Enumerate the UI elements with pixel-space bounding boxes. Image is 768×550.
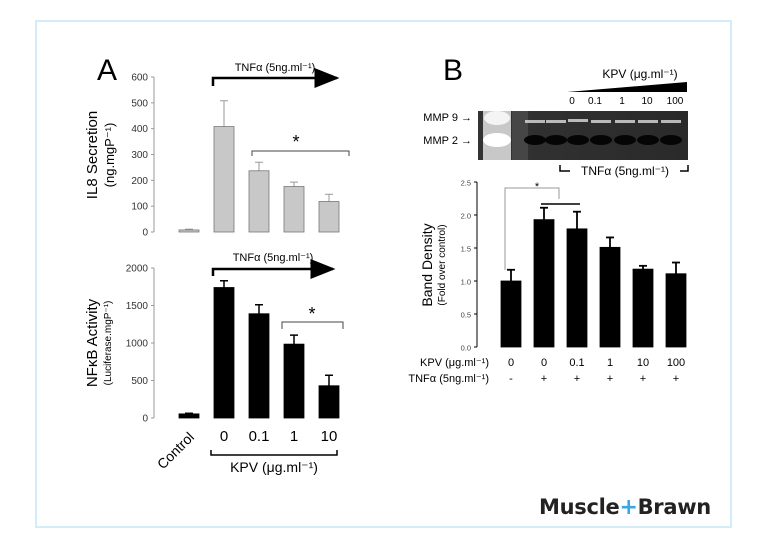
panel-label-a: A bbox=[97, 54, 117, 87]
gel-lane-label: 0.1 bbox=[588, 96, 602, 107]
y-tick-label: 0 bbox=[142, 228, 148, 239]
mmp2-label: MMP 2 → bbox=[423, 135, 472, 147]
brand-plus-icon: + bbox=[619, 495, 638, 520]
bar bbox=[500, 280, 522, 348]
bar bbox=[599, 246, 621, 348]
y-tick-label: 500 bbox=[131, 98, 148, 109]
a-top-ylabel-sub: (ng.mgP⁻¹) bbox=[102, 123, 117, 188]
gel-lane-label: 100 bbox=[667, 96, 684, 107]
bar bbox=[533, 219, 555, 348]
kpv-value: 0 bbox=[541, 357, 547, 369]
bar bbox=[248, 313, 270, 419]
kpv-value: 0.1 bbox=[569, 357, 584, 369]
bar bbox=[283, 186, 305, 233]
chart-a-top: 0 100 200 300 400 500 600 IL8 Secretion (ng.mg… bbox=[84, 62, 350, 239]
tnf-value: + bbox=[607, 373, 613, 385]
b-ylabel-sub: (Fold over control) bbox=[437, 224, 448, 305]
y-tick-label: 600 bbox=[131, 73, 148, 84]
bar bbox=[213, 126, 235, 233]
tnf-value: - bbox=[509, 373, 513, 385]
x-tick-label: 1 bbox=[290, 428, 298, 445]
gel-kpv-title: KPV (μg.ml⁻¹) bbox=[602, 67, 677, 81]
gel-lane-label: 1 bbox=[619, 96, 625, 107]
y-tick-label: 500 bbox=[131, 376, 148, 387]
bar bbox=[566, 228, 588, 348]
kpv-axis-label: KPV (μg.ml⁻¹) bbox=[230, 459, 318, 475]
bar bbox=[665, 273, 687, 348]
x-tick-label: 10 bbox=[321, 428, 338, 445]
b-star: * bbox=[535, 181, 540, 193]
a-top-ylabel: IL8 Secretion bbox=[84, 111, 101, 199]
a-top-star: * bbox=[292, 132, 299, 152]
bar bbox=[318, 385, 340, 419]
panel-label-b: B bbox=[443, 54, 463, 87]
mmp9-label: MMP 9 → bbox=[423, 112, 472, 124]
b-tnf-row-label: TNFα (5ng.ml⁻¹) bbox=[408, 373, 489, 385]
b-ylabel: Band Density bbox=[419, 223, 435, 306]
chart-b: 0.0 0.5 1.0 1.5 2.0 2.5 Band Density (Fold ov… bbox=[408, 179, 687, 385]
y-tick-label: 2.0 bbox=[461, 212, 471, 221]
chart-a-bottom: 0 500 1000 1500 2000 NFκB Activity (Lucifera… bbox=[84, 252, 344, 475]
bar bbox=[213, 287, 235, 419]
kpv-value: 1 bbox=[607, 357, 613, 369]
bar bbox=[248, 170, 270, 233]
y-tick-label: 0.5 bbox=[461, 311, 471, 320]
brand-part1: Muscle bbox=[539, 495, 620, 519]
y-tick-label: 2000 bbox=[126, 264, 149, 275]
figure-frame bbox=[35, 20, 732, 528]
bar bbox=[178, 229, 200, 233]
kpv-value: 0 bbox=[508, 357, 514, 369]
y-tick-label: 0.0 bbox=[461, 344, 471, 353]
y-tick-label: 200 bbox=[131, 176, 148, 187]
a-bottom-tnf-label: TNFα (5ng.ml⁻¹) bbox=[233, 252, 314, 264]
bar bbox=[318, 201, 340, 233]
a-top-tnf-label: TNFα (5ng.ml⁻¹) bbox=[235, 62, 316, 74]
kpv-value: 10 bbox=[637, 357, 649, 369]
tnf-value: + bbox=[640, 373, 646, 385]
gel-lane-label: 0 bbox=[569, 96, 575, 107]
gel-tnf-label: TNFα (5ng.ml⁻¹) bbox=[581, 164, 669, 178]
gel-lane-label: 10 bbox=[641, 96, 653, 107]
a-bottom-star: * bbox=[308, 304, 315, 324]
y-tick-label: 1500 bbox=[126, 301, 149, 312]
brand-part2: Brawn bbox=[637, 495, 712, 519]
y-tick-label: 400 bbox=[131, 124, 148, 135]
gel-image: KPV (μg.ml⁻¹) 0 0.1 1 10 100 MMP 9 → MMP 2 →… bbox=[423, 67, 689, 178]
x-tick-label: 0 bbox=[220, 428, 228, 445]
bar bbox=[178, 413, 200, 419]
x-tick-label: 0.1 bbox=[249, 428, 270, 445]
y-tick-label: 100 bbox=[131, 202, 148, 213]
bar bbox=[632, 268, 654, 348]
y-tick-label: 1.5 bbox=[461, 245, 471, 254]
b-kpv-row-label: KPV (μg.ml⁻¹) bbox=[420, 357, 489, 369]
a-bottom-ylabel: NFκB Activity bbox=[84, 298, 101, 387]
control-label: Control bbox=[154, 429, 197, 472]
y-tick-label: 0 bbox=[142, 414, 148, 425]
y-tick-label: 1.0 bbox=[461, 278, 471, 287]
y-tick-label: 300 bbox=[131, 150, 148, 161]
y-tick-label: 2.5 bbox=[461, 179, 471, 188]
kpv-value: 100 bbox=[667, 357, 685, 369]
kpv-gradient-wedge bbox=[567, 82, 687, 92]
bar bbox=[283, 343, 305, 419]
y-tick-label: 1000 bbox=[126, 339, 149, 350]
tnf-value: + bbox=[541, 373, 547, 385]
a-bottom-ylabel-sub: (Luciferase.mgP⁻¹) bbox=[103, 301, 114, 386]
tnf-value: + bbox=[574, 373, 580, 385]
brand-logo: Muscle+Brawn bbox=[539, 495, 711, 520]
tnf-value: + bbox=[673, 373, 679, 385]
